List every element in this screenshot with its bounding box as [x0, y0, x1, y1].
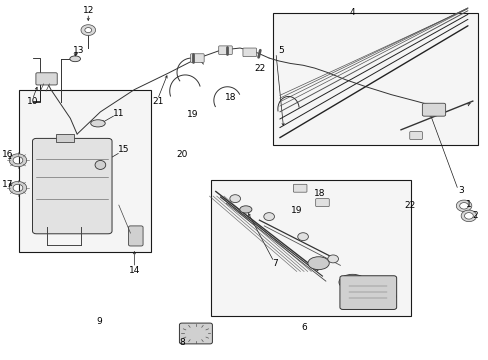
FancyBboxPatch shape [422, 103, 445, 116]
Bar [210, 180, 410, 316]
Text: 16: 16 [1, 150, 13, 159]
Text: 18: 18 [313, 189, 325, 198]
Text: 19: 19 [186, 110, 198, 119]
Text: 8: 8 [179, 338, 184, 347]
Text: 20: 20 [176, 150, 187, 159]
FancyBboxPatch shape [36, 73, 57, 85]
Bar [19, 90, 150, 252]
Text: 2: 2 [471, 211, 477, 220]
Ellipse shape [239, 206, 251, 213]
Text: 14: 14 [128, 266, 140, 275]
Text: 22: 22 [254, 64, 265, 73]
Text: 12: 12 [82, 6, 94, 15]
Text: 10: 10 [27, 97, 38, 106]
FancyBboxPatch shape [293, 184, 306, 192]
Text: 5: 5 [277, 46, 283, 55]
Ellipse shape [70, 56, 81, 62]
Text: 7: 7 [271, 259, 277, 268]
Ellipse shape [95, 161, 105, 170]
Text: 17: 17 [1, 180, 13, 189]
Bar [272, 13, 477, 145]
FancyBboxPatch shape [190, 54, 204, 62]
FancyBboxPatch shape [218, 46, 232, 54]
FancyBboxPatch shape [315, 199, 328, 207]
Circle shape [327, 255, 338, 263]
Circle shape [263, 213, 274, 221]
FancyBboxPatch shape [339, 276, 396, 310]
FancyBboxPatch shape [56, 134, 74, 142]
Text: 22: 22 [403, 201, 414, 210]
Text: 21: 21 [152, 97, 163, 106]
Circle shape [297, 233, 308, 240]
Ellipse shape [307, 257, 328, 270]
Text: 13: 13 [73, 46, 84, 55]
Text: 1: 1 [465, 200, 471, 209]
Text: 6: 6 [301, 323, 306, 332]
Text: 19: 19 [290, 206, 302, 215]
Text: 18: 18 [224, 93, 236, 102]
FancyBboxPatch shape [32, 138, 112, 234]
Ellipse shape [338, 274, 366, 290]
Ellipse shape [90, 120, 105, 127]
Circle shape [229, 195, 240, 203]
Text: 4: 4 [349, 8, 355, 17]
FancyBboxPatch shape [243, 48, 256, 57]
Text: 3: 3 [458, 185, 464, 194]
Text: 15: 15 [118, 145, 129, 154]
Text: 9: 9 [96, 317, 102, 326]
FancyBboxPatch shape [128, 226, 143, 246]
FancyBboxPatch shape [409, 132, 422, 139]
Text: 11: 11 [113, 109, 124, 118]
Ellipse shape [376, 291, 395, 302]
FancyBboxPatch shape [179, 323, 212, 344]
